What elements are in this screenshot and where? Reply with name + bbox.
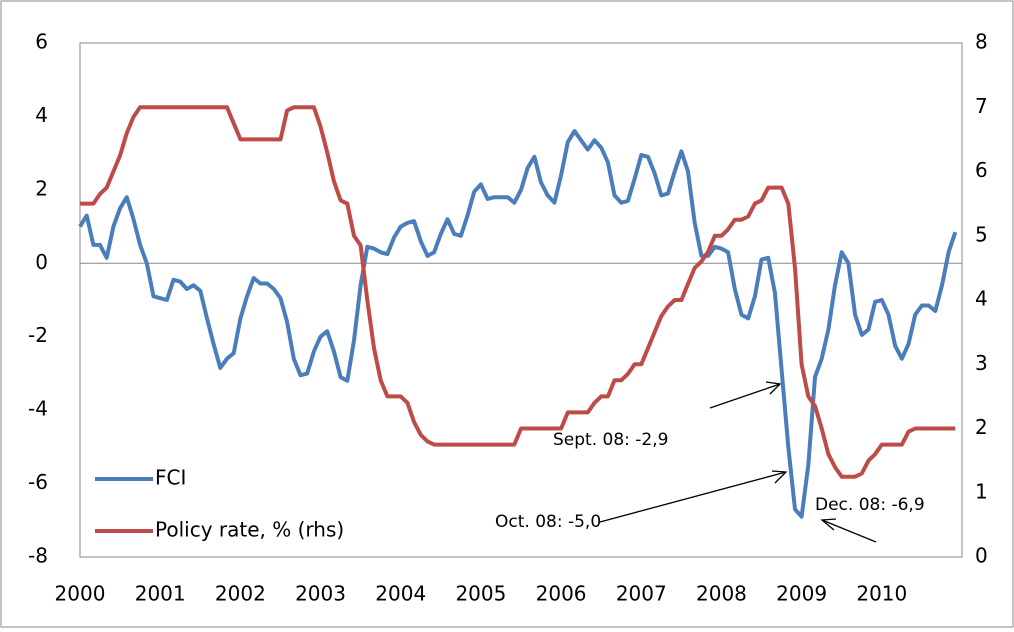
y2-tick-label: 2 xyxy=(975,415,988,439)
x-tick-label: 2010 xyxy=(856,582,907,606)
x-tick-label: 2006 xyxy=(536,582,587,606)
x-tick-label: 2003 xyxy=(295,582,346,606)
x-tick-label: 2001 xyxy=(135,582,186,606)
x-tick-label: 2008 xyxy=(696,582,747,606)
annotation: Sept. 08: -2,9 xyxy=(553,430,668,450)
x-tick-label: 2004 xyxy=(375,582,426,606)
x-tick-label: 2002 xyxy=(215,582,266,606)
annotation: Dec. 08: -6,9 xyxy=(815,495,925,515)
y-tick-label: 2 xyxy=(35,176,48,200)
y2-tick-label: 0 xyxy=(975,544,988,568)
x-tick-label: 2000 xyxy=(55,582,106,606)
y-tick-label: 4 xyxy=(35,103,48,127)
y2-tick-label: 1 xyxy=(975,479,988,503)
y2-tick-label: 5 xyxy=(975,222,988,246)
y2-tick-label: 8 xyxy=(975,30,988,54)
legend-label: Policy rate, % (rhs) xyxy=(155,518,344,542)
series-line xyxy=(78,129,958,519)
y2-tick-label: 3 xyxy=(975,351,988,375)
series-line xyxy=(80,105,956,479)
y-tick-label: -6 xyxy=(28,470,48,494)
y2-tick-label: 6 xyxy=(975,158,988,182)
y-tick-label: -2 xyxy=(28,323,48,347)
annotation-arrows xyxy=(599,381,877,543)
y-tick-label: -4 xyxy=(28,397,48,421)
y2-tick-label: 4 xyxy=(975,287,988,311)
y-tick-label: -8 xyxy=(28,544,48,568)
x-tick-label: 2005 xyxy=(455,582,506,606)
legend-label: FCI xyxy=(155,466,186,490)
y-tick-label: 6 xyxy=(35,30,48,54)
y-tick-label: 0 xyxy=(35,250,48,274)
y2-tick-label: 7 xyxy=(975,94,988,118)
x-tick-label: 2009 xyxy=(776,582,827,606)
plot-border xyxy=(79,42,963,558)
x-tick-label: 2007 xyxy=(616,582,667,606)
annotation: Oct. 08: -5,0 xyxy=(495,512,601,532)
